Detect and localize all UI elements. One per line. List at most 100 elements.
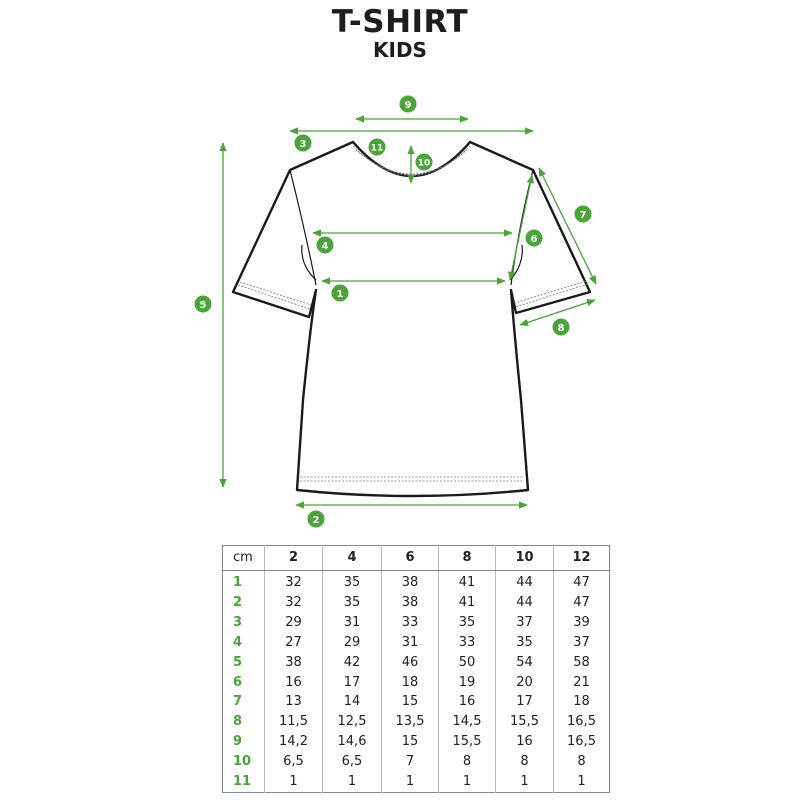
badge-10: 10 [415,153,433,171]
table-row: 6 16 17 18 19 20 21 [223,672,610,693]
svg-text:11: 11 [371,144,384,154]
table-cell: 29 [322,632,382,653]
table-cell: 58 [553,652,610,673]
table-cell: 13,5 [381,712,439,733]
svg-text:9: 9 [405,100,412,111]
table-cell: 31 [381,632,439,653]
row-label: 8 [233,714,243,730]
table-cell: 8 [438,752,496,773]
table-cell: 1 [438,772,496,793]
svg-text:7: 7 [580,210,587,221]
table-row: 5 38 42 46 50 54 58 [223,652,610,673]
table-cell: 32 [264,592,323,613]
table-row: 2 32 35 38 41 44 47 [223,592,610,613]
table-cell: 33 [381,612,439,633]
svg-text:5: 5 [200,300,207,311]
row-label: 5 [233,654,243,670]
row-label: 4 [233,634,243,650]
svg-text:8: 8 [558,323,565,334]
row-label: 10 [233,754,252,770]
table-cell: 31 [322,612,382,633]
row-label: 6 [233,674,243,690]
table-cell: 18 [381,672,439,693]
table-cell: 15,5 [438,732,496,753]
table-cell: 41 [438,570,496,593]
size-header: 2 [264,545,323,571]
table-cell: 15 [381,692,439,713]
table-row: 1 32 35 38 41 44 47 [223,570,610,593]
table-cell: 16 [438,692,496,713]
svg-text:1: 1 [337,289,344,300]
badge-2: 2 [307,510,325,528]
table-cell: 11,5 [264,712,323,733]
table-cell: 39 [553,612,610,633]
badge-11: 11 [368,138,386,156]
table-cell: 8 [553,752,610,773]
table-cell: 29 [264,612,323,633]
table-cell: 35 [322,570,382,593]
badge-5: 5 [194,295,212,313]
table-cell: 1 [381,772,439,793]
size-header: 4 [322,545,382,571]
table-cell: 15,5 [495,712,554,733]
table-cell: 19 [438,672,496,693]
table-cell: 37 [553,632,610,653]
table-cell: 33 [438,632,496,653]
table-cell: 46 [381,652,439,673]
table-cell: 35 [495,632,554,653]
table-cell: 12,5 [322,712,382,733]
svg-text:4: 4 [322,241,329,252]
badge-8: 8 [552,318,570,336]
svg-text:3: 3 [300,139,307,150]
table-cell: 1 [553,772,610,793]
badge-4: 4 [316,236,334,254]
table-cell: 54 [495,652,554,673]
table-cell: 18 [553,692,610,713]
badge-9: 9 [399,95,417,113]
row-label: 7 [233,694,243,710]
table-row: 3 29 31 33 35 37 39 [223,612,610,633]
table-cell: 8 [495,752,554,773]
table-cell: 37 [495,612,554,633]
badge-1: 1 [331,284,349,302]
table-cell: 1 [495,772,554,793]
page-title: T-SHIRT [331,4,469,40]
table-cell: 38 [381,592,439,613]
badge-7: 7 [574,205,592,223]
table-cell: 7 [381,752,439,773]
table-cell: 6,5 [322,752,382,773]
table-row: 4 27 29 31 33 35 37 [223,632,610,653]
table-cell: 44 [495,570,554,593]
table-cell: 20 [495,672,554,693]
table-cell: 6,5 [264,752,323,773]
size-table: cm 2 4 6 8 10 12 1 32 35 38 41 44 47 2 32 35 38 41 4… [222,545,610,793]
table-row: 9 14,2 14,6 15 15,5 16 16,5 [223,732,610,753]
table-cell: 42 [322,652,382,673]
table-cell: 16 [264,672,323,693]
table-cell: 38 [264,652,323,673]
unit-header: cm [222,545,265,571]
table-cell: 14,5 [438,712,496,733]
page-subtitle: KIDS [373,38,427,62]
table-row: 11 1 1 1 1 1 1 [223,772,610,793]
badge-6: 6 [525,229,543,247]
size-header: 10 [495,545,554,571]
table-cell: 1 [322,772,382,793]
table-cell: 17 [322,672,382,693]
table-cell: 1 [264,772,323,793]
tshirt-diagram: 1 2 3 4 5 6 7 8 9 10 11 [194,95,597,528]
table-cell: 17 [495,692,554,713]
table-cell: 32 [264,570,323,593]
row-label: 9 [233,734,243,750]
table-cell: 21 [553,672,610,693]
table-cell: 50 [438,652,496,673]
table-row: 7 13 14 15 16 17 18 [223,692,610,713]
row-label: 11 [233,774,252,790]
table-cell: 13 [264,692,323,713]
table-cell: 16,5 [553,712,610,733]
table-cell: 16 [495,732,554,753]
measure-arrows [219,115,597,509]
svg-text:6: 6 [531,234,538,245]
svg-text:2: 2 [313,515,320,526]
table-cell: 27 [264,632,323,653]
